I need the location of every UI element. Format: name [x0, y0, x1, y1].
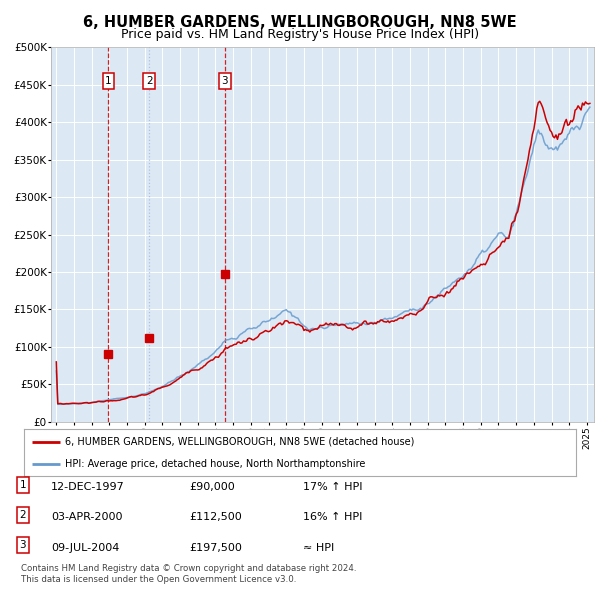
Text: 16% ↑ HPI: 16% ↑ HPI — [303, 513, 362, 522]
Text: £112,500: £112,500 — [189, 513, 242, 522]
Text: 1: 1 — [19, 480, 26, 490]
Text: 1: 1 — [105, 76, 112, 86]
Text: 17% ↑ HPI: 17% ↑ HPI — [303, 483, 362, 492]
Text: ≈ HPI: ≈ HPI — [303, 543, 334, 552]
Text: 12-DEC-1997: 12-DEC-1997 — [51, 483, 125, 492]
Text: £90,000: £90,000 — [189, 483, 235, 492]
Text: HPI: Average price, detached house, North Northamptonshire: HPI: Average price, detached house, Nort… — [65, 460, 366, 469]
Text: Price paid vs. HM Land Registry's House Price Index (HPI): Price paid vs. HM Land Registry's House … — [121, 28, 479, 41]
Text: 2: 2 — [146, 76, 152, 86]
Text: 3: 3 — [19, 540, 26, 550]
Text: Contains HM Land Registry data © Crown copyright and database right 2024.: Contains HM Land Registry data © Crown c… — [21, 565, 356, 573]
Text: 03-APR-2000: 03-APR-2000 — [51, 513, 122, 522]
Text: 09-JUL-2004: 09-JUL-2004 — [51, 543, 119, 552]
Text: 2: 2 — [19, 510, 26, 520]
Text: 6, HUMBER GARDENS, WELLINGBOROUGH, NN8 5WE: 6, HUMBER GARDENS, WELLINGBOROUGH, NN8 5… — [83, 15, 517, 30]
Text: 3: 3 — [221, 76, 228, 86]
Text: This data is licensed under the Open Government Licence v3.0.: This data is licensed under the Open Gov… — [21, 575, 296, 584]
Text: £197,500: £197,500 — [189, 543, 242, 552]
Text: 6, HUMBER GARDENS, WELLINGBOROUGH, NN8 5WE (detached house): 6, HUMBER GARDENS, WELLINGBOROUGH, NN8 5… — [65, 437, 415, 447]
